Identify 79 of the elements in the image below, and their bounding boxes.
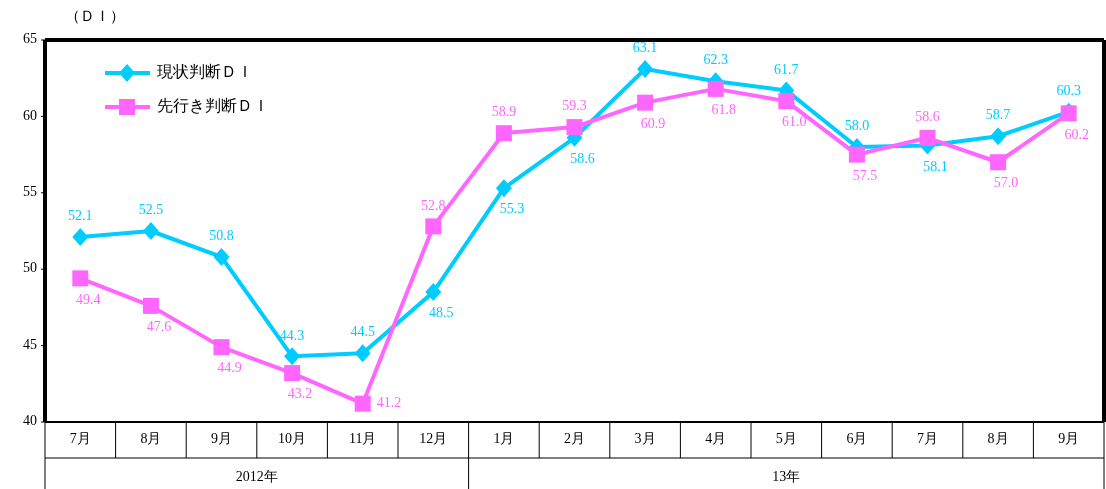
data-label: 55.3 [499,201,525,217]
x-tick-label: 7月 [917,431,938,447]
data-label: 41.2 [376,394,402,410]
point [425,283,442,302]
point [425,218,442,235]
data-label: 48.5 [429,305,454,321]
point [354,395,371,412]
data-label: 44.5 [350,324,375,340]
text: 13年 [772,469,801,485]
y-tick-label: 55 [23,184,37,200]
x-tick-label: 9月 [1058,431,1080,447]
data-label: 58.9 [491,104,517,120]
data-label: 62.3 [703,52,728,68]
y-axis-title: （ＤＩ） [65,8,125,25]
point [495,179,512,198]
data-label: 61.7 [774,61,799,77]
x-tick-label: 9月 [211,431,232,447]
point [990,127,1007,146]
point [284,365,301,382]
data-label: 60.3 [1056,83,1081,99]
data-label: 61.0 [782,114,807,130]
data-label: 44.3 [279,327,305,343]
data-label: 57.5 [852,167,878,183]
point [778,93,795,110]
point [354,344,371,363]
point [213,339,230,356]
data-label: 52.8 [421,197,446,213]
x-tick-label: 5月 [775,431,797,447]
point [495,125,512,142]
legend-label: 先行き判断ＤＩ [157,96,269,114]
point [142,297,159,314]
x-tick-label: 7月 [69,431,91,447]
x-tick-label: 2月 [564,431,585,447]
x-tick-label: 10月 [278,431,307,447]
point [72,270,89,287]
data-label: 58.7 [985,107,1011,123]
data-label: 59.3 [562,98,587,114]
data-label: 49.4 [76,291,101,307]
x-tick-label: 11月 [348,431,377,447]
legend-label: 現状判断ＤＩ [157,62,253,80]
point [72,228,89,247]
data-label: 58.6 [570,151,595,167]
data-label: 52.5 [138,202,164,218]
data-label: 52.1 [68,208,93,224]
data-label: 60.2 [1064,126,1089,142]
point [707,80,724,97]
data-label: 60.9 [640,115,666,131]
x-tick-label: 3月 [634,431,656,447]
data-label: 63.1 [632,40,658,56]
data-label: 61.8 [711,102,736,118]
x-tick-label: 6月 [846,431,868,447]
data-label: 50.8 [209,228,234,244]
y-tick-label: 50 [23,260,37,276]
data-label: 57.0 [993,175,1019,191]
point [142,222,159,240]
point [284,347,301,366]
point [566,119,583,136]
point [213,247,230,266]
data-label: 58.0 [844,118,870,134]
data-label: 44.9 [217,360,242,376]
text: 2012年 [235,469,278,485]
point [990,154,1007,171]
data-label: 58.1 [923,158,948,174]
y-tick-label: 65 [23,31,37,47]
point [637,60,654,79]
y-tick-label: 60 [23,107,37,123]
data-label: 58.6 [915,109,940,125]
point [637,94,654,111]
y-tick-label: 40 [23,413,37,429]
x-tick-label: 1月 [493,431,515,447]
point [848,146,865,163]
x-tick-label: 12月 [419,431,448,447]
x-tick-label: 8月 [987,431,1009,447]
x-tick-label: 4月 [705,431,727,447]
x-tick-label: 8月 [140,431,162,447]
point [919,129,936,146]
data-label: 47.6 [146,319,172,335]
data-label: 43.2 [287,386,313,402]
y-tick-label: 45 [23,336,37,352]
